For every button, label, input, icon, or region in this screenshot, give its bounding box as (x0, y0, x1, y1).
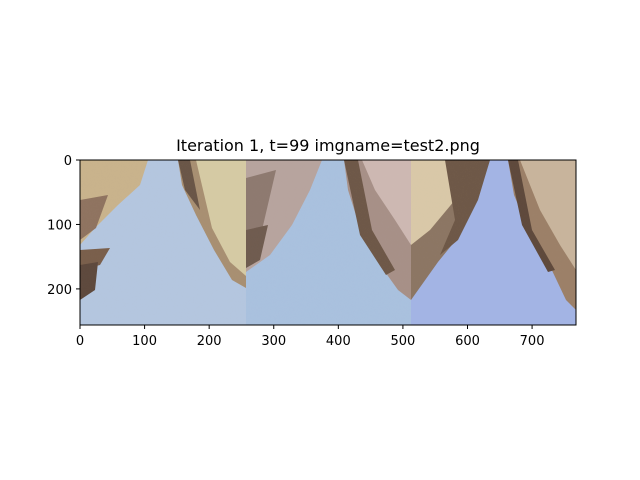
x-tick-label: 0 (76, 334, 84, 349)
x-tick-label: 200 (197, 334, 222, 349)
image-panel-3 (411, 160, 576, 325)
y-axis: 0 100 200 (47, 154, 80, 298)
x-tick-label: 500 (391, 334, 416, 349)
figure-title: Iteration 1, t=99 imgname=test2.png (176, 136, 480, 155)
x-tick-label: 100 (132, 334, 157, 349)
axes-frame (79, 159, 577, 326)
image-panel-2 (246, 160, 411, 325)
y-tick-label: 0 (64, 154, 72, 169)
image-panel-1 (80, 160, 246, 325)
x-axis: 0 100 200 300 400 500 600 700 (76, 325, 545, 349)
x-tick-label: 600 (455, 334, 480, 349)
image-panels (80, 160, 576, 325)
y-tick-label: 200 (47, 283, 72, 298)
y-tick-label: 100 (47, 218, 72, 233)
x-tick-label: 400 (326, 334, 351, 349)
x-tick-label: 300 (261, 334, 286, 349)
x-tick-label: 700 (520, 334, 545, 349)
